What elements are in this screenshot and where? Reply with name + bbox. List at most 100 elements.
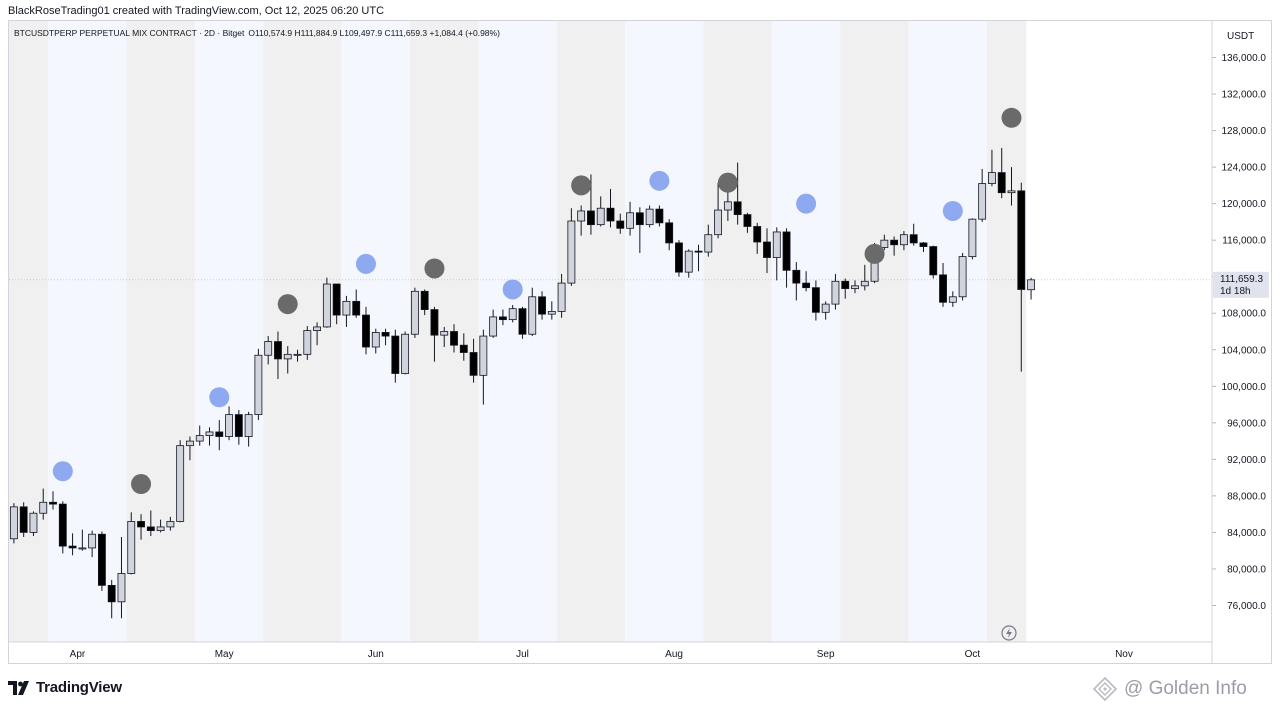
candle[interactable] [137,514,145,540]
candle[interactable] [978,168,987,222]
candle[interactable] [244,411,253,447]
candle[interactable] [997,147,1006,199]
candle[interactable] [528,287,537,337]
candle[interactable] [479,329,488,405]
candle[interactable] [254,348,263,421]
candle[interactable] [841,278,850,299]
candle[interactable] [851,280,859,294]
candle[interactable] [782,228,791,288]
candle[interactable] [567,208,576,286]
candle[interactable] [704,224,713,257]
candle[interactable] [459,333,468,361]
candle[interactable] [391,329,400,383]
candle[interactable] [684,249,693,278]
candle[interactable] [127,512,136,575]
candle[interactable] [939,263,947,307]
candle[interactable] [675,240,683,277]
candle[interactable] [489,309,498,338]
candle[interactable] [772,227,781,281]
candle[interactable] [58,501,67,554]
candle[interactable] [616,213,625,234]
candle[interactable] [1017,182,1026,372]
candle[interactable] [1007,167,1016,206]
candle[interactable] [811,280,820,321]
candle[interactable] [293,349,302,362]
candle[interactable] [743,212,752,233]
candle[interactable] [205,427,214,446]
candle[interactable] [714,182,723,239]
candle[interactable] [792,262,801,301]
candle[interactable] [655,205,664,227]
candle[interactable] [78,529,87,551]
candle[interactable] [322,277,331,328]
candle[interactable] [156,519,165,533]
candle[interactable] [186,436,194,461]
candle[interactable] [332,283,341,325]
candle[interactable] [29,511,38,537]
candle[interactable] [313,322,322,346]
candle[interactable] [264,336,273,365]
candle[interactable] [577,205,586,236]
candle[interactable] [88,530,97,558]
candle[interactable] [303,326,312,360]
candle[interactable] [469,338,478,383]
candle[interactable] [547,301,556,320]
candle[interactable] [538,291,546,320]
candle[interactable] [518,306,527,339]
candle[interactable] [215,420,224,451]
candle[interactable] [508,305,517,323]
candle[interactable] [352,289,361,318]
candle[interactable] [733,162,742,225]
candle[interactable] [763,228,771,274]
candle[interactable] [899,231,908,251]
candle[interactable] [958,252,967,301]
candle[interactable] [1027,277,1035,300]
candle[interactable] [430,306,439,362]
candle[interactable] [166,516,175,531]
candle[interactable] [665,219,674,251]
candle[interactable] [557,273,566,318]
candle[interactable] [635,207,644,253]
lightning-icon[interactable] [1001,625,1017,641]
candle[interactable] [645,205,654,228]
candle[interactable] [450,324,458,353]
candle[interactable] [919,242,928,253]
candle[interactable] [860,264,869,291]
candle[interactable] [880,234,889,251]
candle[interactable] [225,406,233,441]
candle[interactable] [401,331,410,375]
candle[interactable] [274,331,282,379]
candle[interactable] [362,306,370,355]
candle[interactable] [968,218,977,260]
candle[interactable] [117,536,126,619]
candle[interactable] [420,289,429,316]
candle[interactable] [283,346,292,374]
candle[interactable] [381,328,390,346]
candle[interactable] [988,149,996,187]
candle[interactable] [694,244,703,272]
candle[interactable] [371,328,380,354]
candle[interactable] [19,502,28,537]
candle[interactable] [498,309,507,326]
candle[interactable] [39,488,48,520]
candle[interactable] [68,533,77,556]
candle[interactable] [107,579,116,619]
candle[interactable] [97,531,106,591]
candle[interactable] [821,301,830,320]
candle[interactable] [146,510,155,537]
candle[interactable] [753,222,762,254]
candle[interactable] [342,295,351,327]
candle[interactable] [176,440,185,523]
candle[interactable] [410,287,419,338]
tradingview-logo[interactable]: TradingView [8,679,122,696]
candle[interactable] [234,410,243,445]
candle[interactable] [948,291,957,307]
candle[interactable] [440,326,449,348]
candle[interactable] [929,245,938,279]
candle[interactable] [831,273,840,310]
candle[interactable] [596,196,605,227]
candle[interactable] [606,189,615,228]
candle[interactable] [626,201,634,236]
candle[interactable] [49,491,57,510]
